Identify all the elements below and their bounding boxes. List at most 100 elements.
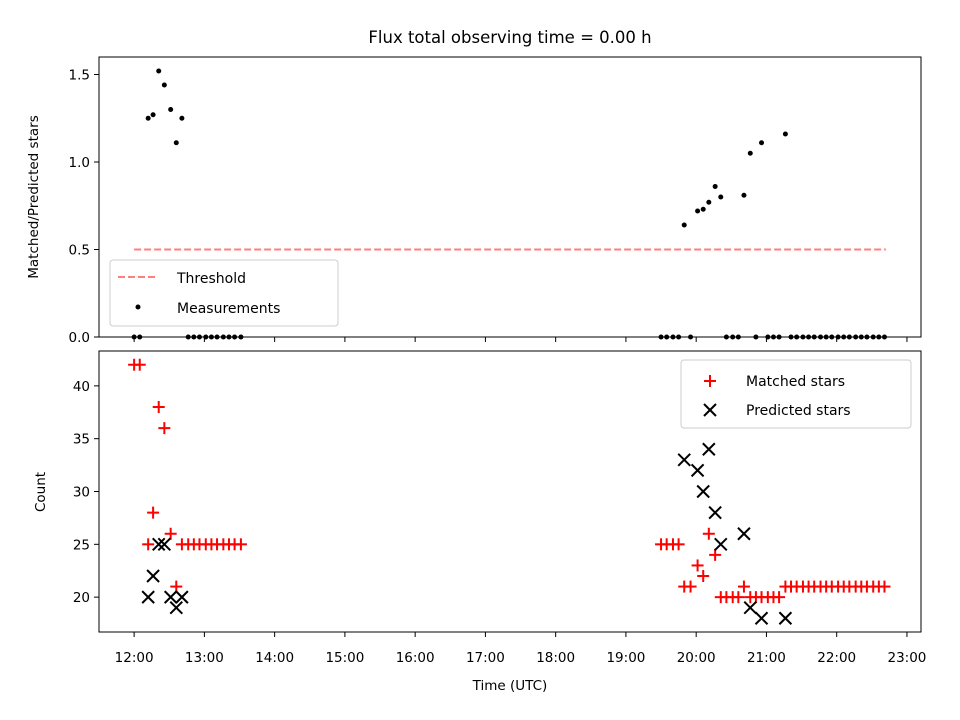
bottom-x-tick-label: 19:00: [606, 650, 645, 666]
predicted-star-stroke-b: [152, 537, 166, 552]
bottom-x-tick-label: 15:00: [325, 650, 364, 666]
predicted-star-stroke-b: [778, 611, 793, 625]
measurement-point: [700, 206, 706, 212]
matched-star-point: [142, 538, 155, 551]
top-panel: Matched/Predicted stars 0.0 0.5 1.0 1.5 Thr…: [26, 56, 922, 346]
bottom-marks: [128, 358, 891, 625]
predicted-star-stroke-b: [696, 484, 710, 499]
matched-star-point: [133, 358, 146, 371]
matched-star-point: [773, 591, 786, 604]
measurement-point: [695, 208, 701, 214]
predicted-star-point: [690, 463, 705, 478]
top-legend-box: [109, 259, 339, 327]
predicted-legend-swatch: [703, 403, 717, 417]
bottom-legend: Matched stars Predicted stars: [680, 359, 912, 429]
bottom-y-ticks: 20 25 30 35 40: [73, 379, 99, 606]
top-legend: Threshold Measurements: [109, 259, 339, 327]
bottom-x-tick-label: 14:00: [255, 650, 294, 666]
predicted-star-stroke-b: [175, 590, 189, 604]
predicted-star-stroke-b: [708, 505, 722, 520]
predicted-star-stroke-b: [677, 453, 691, 467]
matched-star-point: [684, 580, 697, 593]
top-ylabel: Matched/Predicted stars: [26, 115, 42, 278]
predicted-star-point: [778, 611, 793, 625]
predicted-star-stroke-b: [690, 463, 705, 478]
measurement-point: [759, 140, 765, 146]
bottom-x-tick-label: 12:00: [115, 650, 154, 666]
predicted-star-stroke-b: [163, 590, 178, 604]
predicted-legend-label: Predicted stars: [746, 403, 851, 419]
matched-star-point: [152, 400, 165, 413]
measurement-point: [156, 68, 162, 74]
matched-star-point: [672, 538, 685, 551]
predicted-star-point: [696, 484, 710, 499]
predicted-star-stroke-b: [702, 442, 716, 456]
predicted-star-point: [152, 537, 166, 552]
chart-title: Flux total observing time = 0.00 h: [368, 28, 651, 47]
predicted-star-stroke-b: [141, 590, 155, 604]
top-y-tick-label: 1.5: [69, 68, 90, 84]
matched-legend-label: Matched stars: [746, 374, 845, 390]
top-axes-frame: [98, 56, 922, 338]
bottom-y-tick-label: 20: [73, 590, 90, 606]
measurement-point: [161, 82, 167, 88]
measurement-point: [712, 184, 718, 189]
matched-star-point: [702, 527, 715, 540]
measurement-point: [173, 140, 179, 146]
predicted-star-point: [157, 537, 172, 552]
measurement-point: [741, 192, 747, 198]
top-y-ticks: 0.0 0.5 1.0 1.5: [69, 68, 99, 346]
measurement-point: [168, 107, 174, 112]
measurement-point: [747, 150, 753, 156]
matched-star-point: [691, 559, 704, 572]
predicted-star-point: [743, 600, 757, 615]
matched-star-point: [878, 580, 891, 593]
bottom-y-tick-label: 30: [73, 485, 90, 501]
matched-star-point: [709, 548, 722, 561]
predicted-star-point: [163, 590, 178, 604]
bottom-xlabel: Time (UTC): [472, 678, 548, 694]
matched-legend-swatch: [704, 375, 716, 387]
bottom-ylabel: Count: [33, 472, 49, 512]
bottom-y-tick-label: 25: [73, 537, 90, 553]
measurement-point: [706, 199, 712, 205]
matched-star-point: [147, 506, 160, 519]
predicted-star-stroke-b: [754, 611, 769, 625]
matched-star-point: [737, 580, 750, 593]
predicted-star-point: [708, 505, 722, 520]
bottom-x-tick-label: 21:00: [747, 650, 786, 666]
measurement-point: [681, 222, 687, 228]
predicted-star-point: [702, 442, 716, 456]
bottom-x-tick-label: 13:00: [185, 650, 224, 666]
measurement-point: [145, 115, 151, 121]
bottom-x-tick-label: 16:00: [396, 650, 435, 666]
threshold-legend-label: Threshold: [176, 271, 246, 287]
top-y-tick-label: 0.0: [69, 330, 90, 346]
predicted-star-point: [754, 611, 769, 625]
predicted-star-stroke-b: [737, 527, 751, 541]
predicted-star-stroke-b: [714, 537, 728, 552]
predicted-star-point: [677, 453, 691, 467]
matched-star-point: [164, 527, 177, 540]
top-y-tick-label: 1.0: [69, 155, 90, 171]
bottom-y-tick-label: 40: [73, 379, 90, 395]
measurements-legend-swatch: [135, 304, 141, 310]
matched-star-point: [234, 538, 247, 551]
predicted-star-point: [169, 600, 183, 615]
matched-star-point: [158, 422, 171, 435]
matched-star-point: [732, 591, 745, 604]
measurement-point: [782, 131, 788, 137]
bottom-y-tick-label: 35: [73, 432, 90, 448]
bottom-x-tick-label: 17:00: [466, 650, 505, 666]
measurements-legend-label: Measurements: [177, 301, 280, 317]
measurement-point: [179, 115, 185, 121]
measurement-point: [150, 112, 156, 118]
predicted-star-stroke-b: [146, 569, 160, 583]
predicted-star-point: [175, 590, 189, 604]
bottom-x-ticks: 12:00 13:00 14:00 15:00 16:00 17:00 18:00 19:00…: [115, 632, 926, 666]
bottom-x-tick-label: 18:00: [536, 650, 575, 666]
predicted-star-stroke-b: [169, 600, 183, 615]
top-y-tick-label: 0.5: [69, 243, 90, 259]
bottom-x-tick-label: 20:00: [677, 650, 716, 666]
